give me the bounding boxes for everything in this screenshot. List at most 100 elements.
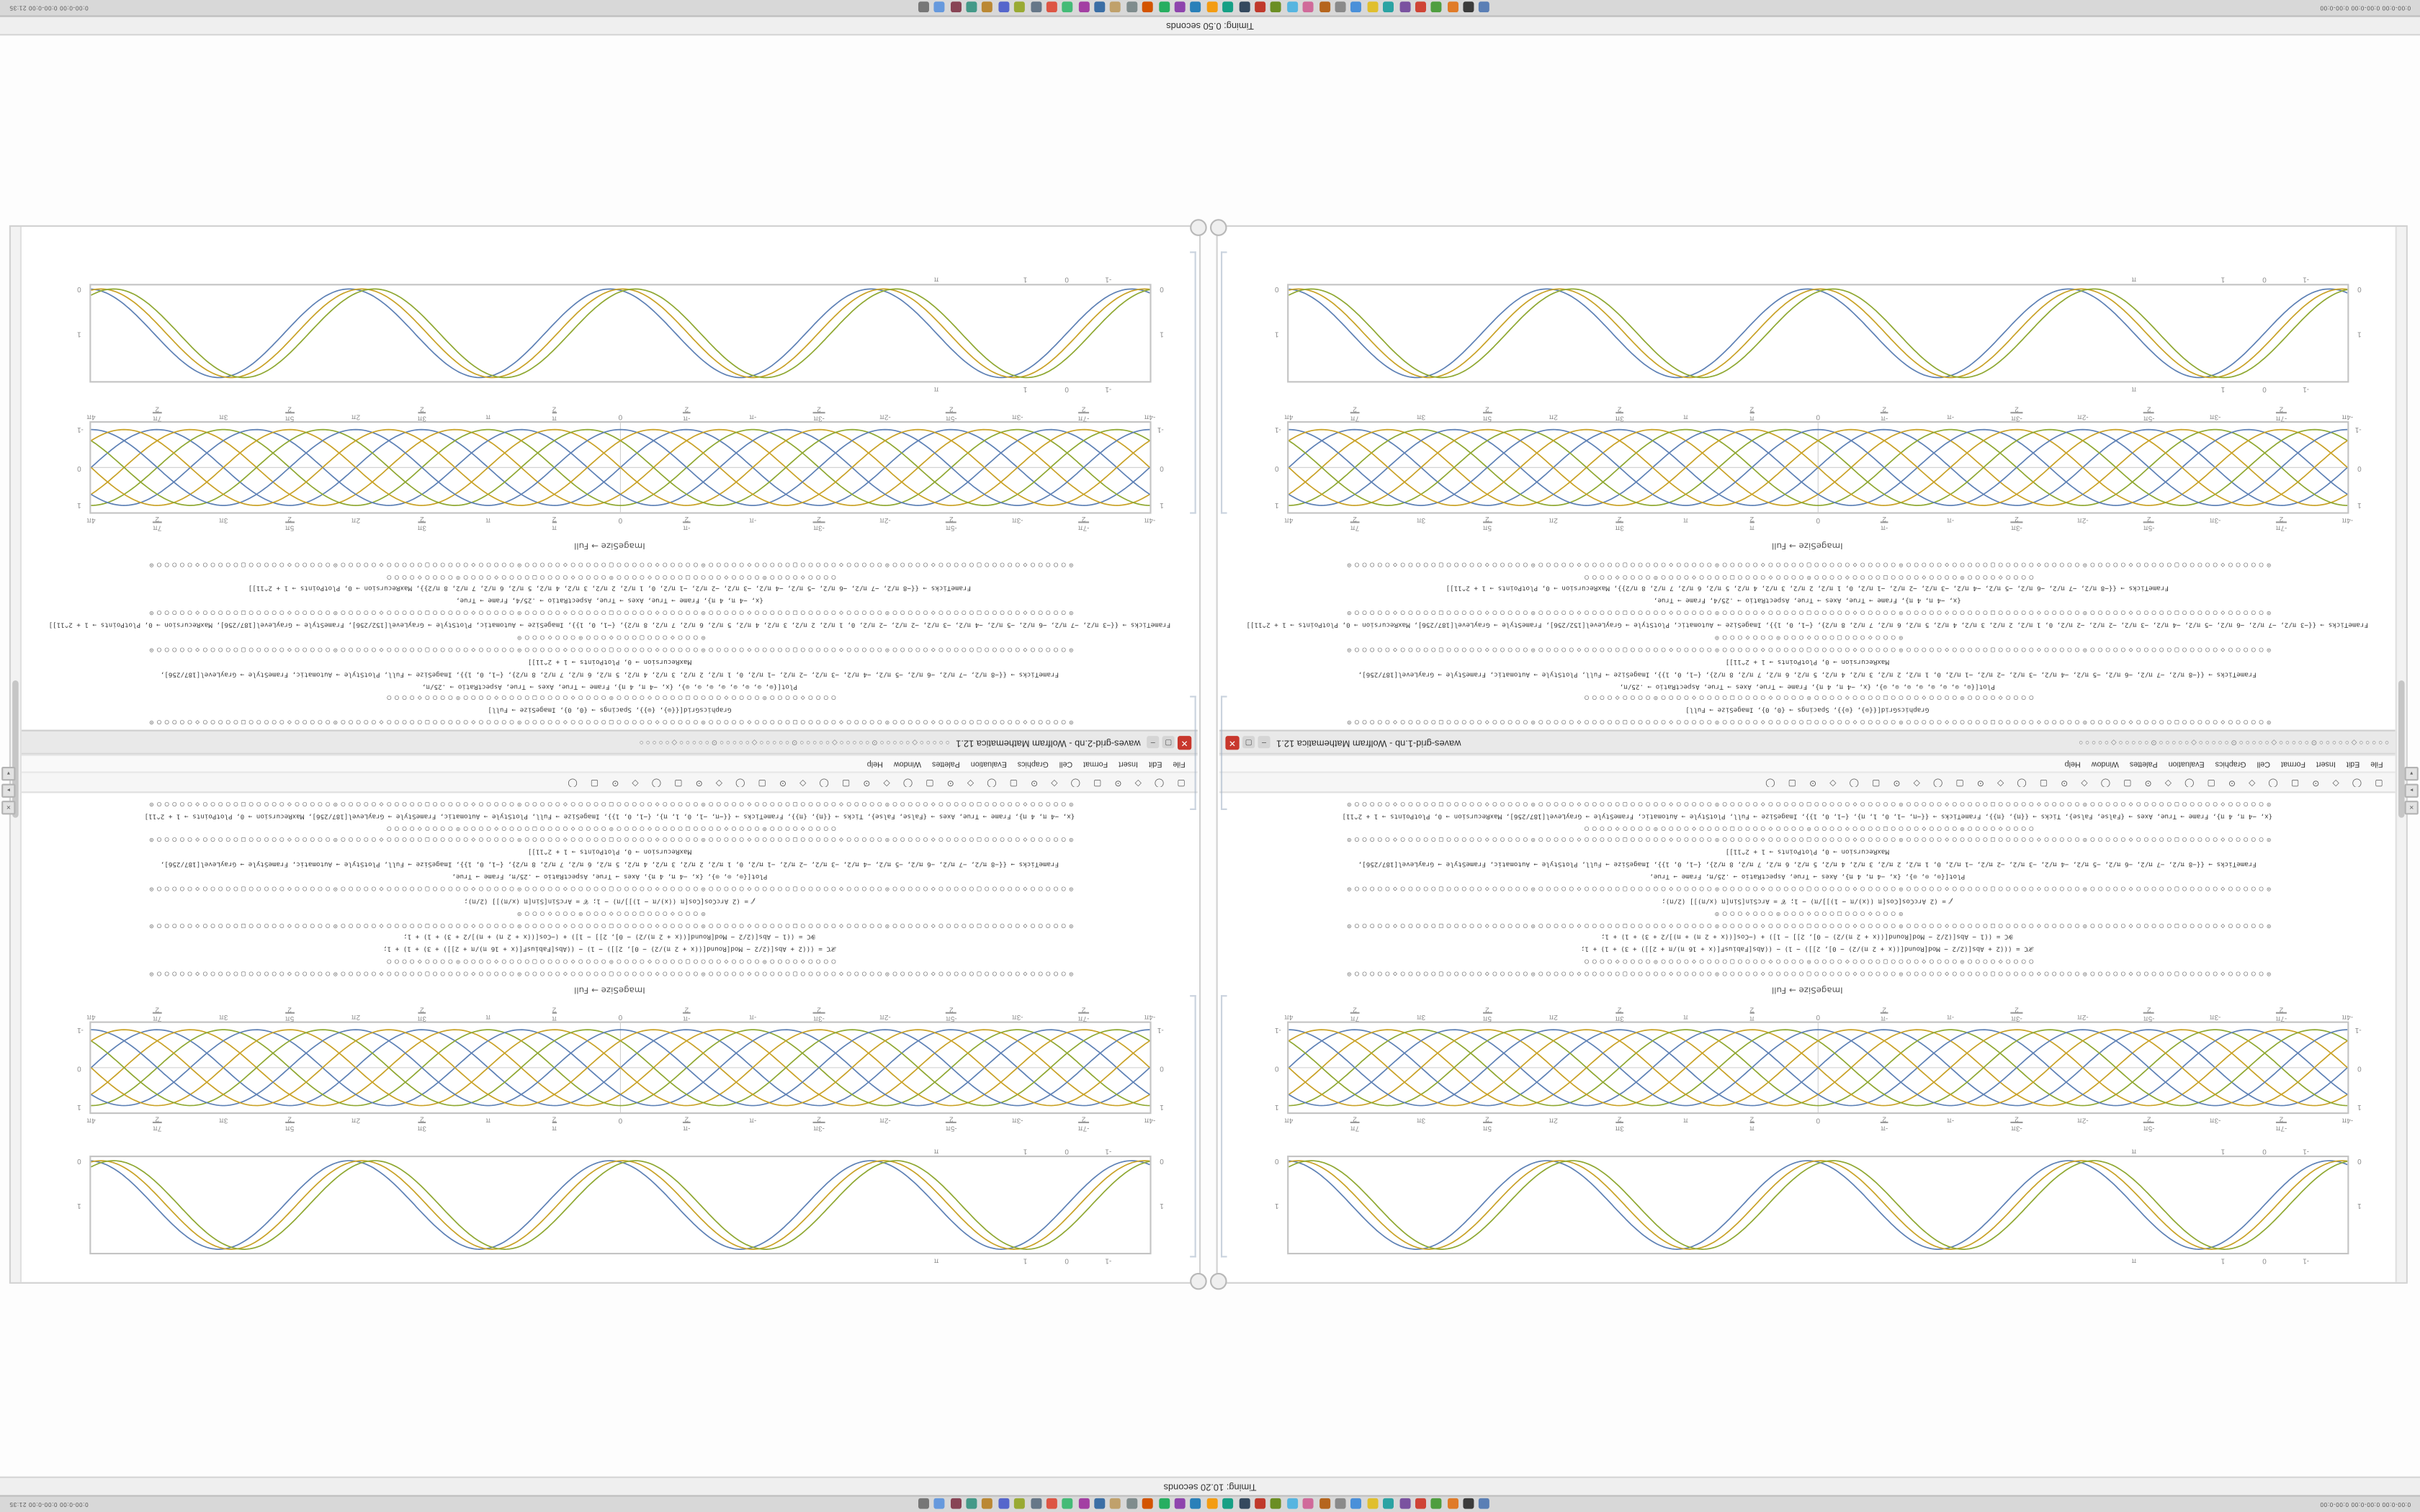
app-icon[interactable] xyxy=(1110,2,1121,14)
menu-help[interactable]: Help xyxy=(2064,759,2081,769)
app-icon[interactable] xyxy=(982,1498,993,1510)
menu-cell[interactable]: Cell xyxy=(2257,759,2271,769)
app-icon[interactable] xyxy=(1286,2,1298,14)
app-icon[interactable] xyxy=(1447,2,1458,14)
app-icon[interactable] xyxy=(1383,1498,1394,1510)
app-icon[interactable] xyxy=(1222,1498,1234,1510)
app-icon[interactable] xyxy=(1399,2,1410,14)
menu-format[interactable]: Format xyxy=(2281,759,2305,769)
menu-insert[interactable]: Insert xyxy=(1119,759,1138,769)
app-icon[interactable] xyxy=(1367,1498,1379,1510)
app-icon[interactable] xyxy=(1415,1498,1426,1510)
menu-format[interactable]: Format xyxy=(1083,759,1108,769)
app-icon[interactable] xyxy=(1158,1498,1170,1510)
app-icon[interactable] xyxy=(1062,1498,1073,1510)
menu-help[interactable]: Help xyxy=(866,759,883,769)
app-icon[interactable] xyxy=(1302,2,1314,14)
app-icon[interactable] xyxy=(1431,1498,1443,1510)
app-icon[interactable] xyxy=(1110,1498,1121,1510)
edge-close-button[interactable]: ✕ xyxy=(2404,801,2419,815)
app-icon[interactable] xyxy=(933,1498,945,1510)
app-icon[interactable] xyxy=(1206,1498,1218,1510)
app-icon[interactable] xyxy=(1126,1498,1138,1510)
code-cell[interactable]: ⊙○○○○○◇○○○○○▢○○○○○◇○○○○○⊙○○○○○◇○○○○○▢○○○… xyxy=(1219,793,2396,981)
menu-file[interactable]: File xyxy=(2370,759,2383,769)
app-icon[interactable] xyxy=(998,1498,1009,1510)
app-icon[interactable] xyxy=(1286,1498,1298,1510)
menu-edit[interactable]: Edit xyxy=(2346,759,2360,769)
app-icon[interactable] xyxy=(1350,1498,1362,1510)
menu-edit[interactable]: Edit xyxy=(1148,759,1162,769)
app-icon[interactable] xyxy=(1270,1498,1282,1510)
app-icon[interactable] xyxy=(1415,2,1426,14)
window-overlay-button[interactable] xyxy=(1210,1272,1227,1290)
window-overlay-button[interactable] xyxy=(1210,219,1227,236)
app-icon[interactable] xyxy=(918,1498,929,1510)
maximize-button[interactable]: ▢ xyxy=(1162,736,1175,749)
app-icon[interactable] xyxy=(1238,2,1250,14)
menu-window[interactable]: Window xyxy=(893,759,922,769)
app-icon[interactable] xyxy=(1142,2,1154,14)
app-icon[interactable] xyxy=(1238,1498,1250,1510)
app-icon[interactable] xyxy=(1191,2,1202,14)
app-icon[interactable] xyxy=(1319,1498,1330,1510)
toolbar-icons[interactable]: ▢ ◯ ◇ ⊙ ▢ ◯ ◇ ⊙ ▢ ◯ ◇ ⊙ ▢ ◯ ◇ ⊙ ▢ ◯ ◇ ⊙ … xyxy=(1760,778,2383,787)
app-icon[interactable] xyxy=(1158,2,1170,14)
app-icon[interactable] xyxy=(1046,1498,1057,1510)
menu-insert[interactable]: Insert xyxy=(2316,759,2336,769)
app-icon[interactable] xyxy=(1319,2,1330,14)
app-icon[interactable] xyxy=(1142,1498,1154,1510)
cell-bracket[interactable] xyxy=(1190,696,1196,810)
edge-collapse-button[interactable]: ▾ xyxy=(1,767,16,781)
app-icon[interactable] xyxy=(1302,1498,1314,1510)
app-icon[interactable] xyxy=(1014,2,1026,14)
menu-palettes[interactable]: Palettes xyxy=(2129,759,2158,769)
app-icon[interactable] xyxy=(918,2,929,14)
app-icon[interactable] xyxy=(1447,1498,1458,1510)
app-icon[interactable] xyxy=(966,1498,977,1510)
app-icon[interactable] xyxy=(1094,2,1106,14)
minimize-button[interactable]: – xyxy=(1258,736,1270,749)
edge-collapse-button[interactable]: ▾ xyxy=(2404,767,2419,781)
app-icon[interactable] xyxy=(1222,2,1234,14)
app-icon[interactable] xyxy=(950,2,962,14)
cell-bracket[interactable] xyxy=(1190,995,1196,1258)
app-icon[interactable] xyxy=(1174,1498,1186,1510)
app-icon[interactable] xyxy=(1046,2,1057,14)
app-icon[interactable] xyxy=(1206,2,1218,14)
app-icon[interactable] xyxy=(1270,2,1282,14)
edge-close-button[interactable]: ✕ xyxy=(1,801,16,815)
app-icon[interactable] xyxy=(1126,2,1138,14)
titlebar[interactable]: ○○○○○◇○○○○○⊙○○○○○◇○○○○○⊙○○○○○◇○○○○○⊙○○○○… xyxy=(1219,729,2396,755)
edge-expand-button[interactable]: ▸ xyxy=(1,783,16,798)
code-cell[interactable]: ⊙○○○○○◇○○○○○▢○○○○○◇○○○○○⊙○○○○○◇○○○○○▢○○○… xyxy=(22,793,1198,981)
code-cell[interactable]: ⊙○○○○○◇○○○○○▢○○○○○◇○○○○○⊙○○○○○◇○○○○○▢○○○… xyxy=(1219,554,2396,730)
app-icon[interactable] xyxy=(1479,2,1490,14)
menu-graphics[interactable]: Graphics xyxy=(1017,759,1049,769)
titlebar[interactable]: ○○○○○◇○○○○○⊙○○○○○◇○○○○○⊙○○○○○◇○○○○○⊙○○○○… xyxy=(22,729,1198,755)
app-icon[interactable] xyxy=(1062,2,1073,14)
app-icon[interactable] xyxy=(1255,2,1266,14)
code-cell[interactable]: ⊙○○○○○◇○○○○○▢○○○○○◇○○○○○⊙○○○○○◇○○○○○▢○○○… xyxy=(22,554,1198,730)
menu-window[interactable]: Window xyxy=(2091,759,2119,769)
menu-palettes[interactable]: Palettes xyxy=(932,759,960,769)
vertical-scrollbar[interactable] xyxy=(11,227,22,1282)
app-icon[interactable] xyxy=(1094,1498,1106,1510)
app-icon[interactable] xyxy=(1463,1498,1474,1510)
toolbar-icons[interactable]: ▢ ◯ ◇ ⊙ ▢ ◯ ◇ ⊙ ▢ ◯ ◇ ⊙ ▢ ◯ ◇ ⊙ ▢ ◯ ◇ ⊙ … xyxy=(563,778,1186,787)
app-icon[interactable] xyxy=(1367,2,1379,14)
app-icon[interactable] xyxy=(1014,1498,1026,1510)
app-icon[interactable] xyxy=(1431,2,1443,14)
app-icon[interactable] xyxy=(1174,2,1186,14)
app-icon[interactable] xyxy=(998,2,1009,14)
app-icon[interactable] xyxy=(1335,1498,1346,1510)
app-icon[interactable] xyxy=(1383,2,1394,14)
cell-bracket[interactable] xyxy=(1221,251,1227,514)
app-icon[interactable] xyxy=(982,2,993,14)
cell-bracket[interactable] xyxy=(1221,696,1227,810)
app-icon[interactable] xyxy=(1463,2,1474,14)
menu-graphics[interactable]: Graphics xyxy=(2215,759,2246,769)
app-icon[interactable] xyxy=(1078,1498,1090,1510)
app-icon[interactable] xyxy=(1030,2,1041,14)
cell-bracket[interactable] xyxy=(1221,995,1227,1258)
